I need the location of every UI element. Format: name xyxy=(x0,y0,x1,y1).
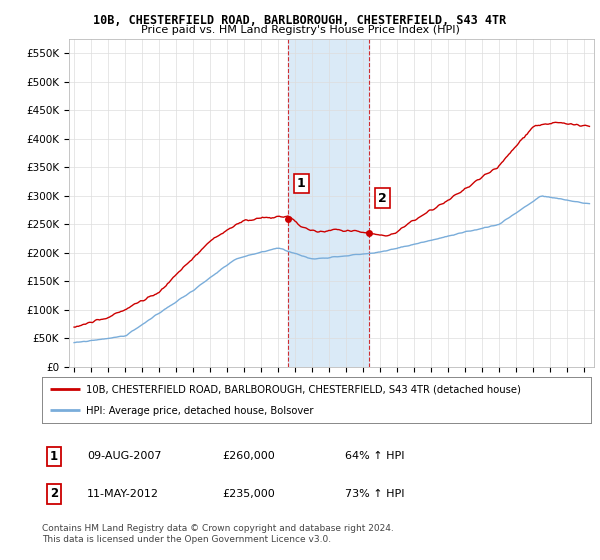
Text: HPI: Average price, detached house, Bolsover: HPI: Average price, detached house, Bols… xyxy=(86,406,313,416)
Text: 10B, CHESTERFIELD ROAD, BARLBOROUGH, CHESTERFIELD, S43 4TR: 10B, CHESTERFIELD ROAD, BARLBOROUGH, CHE… xyxy=(94,14,506,27)
Text: £260,000: £260,000 xyxy=(222,451,275,461)
Text: 73% ↑ HPI: 73% ↑ HPI xyxy=(345,489,404,499)
Text: 10B, CHESTERFIELD ROAD, BARLBOROUGH, CHESTERFIELD, S43 4TR (detached house): 10B, CHESTERFIELD ROAD, BARLBOROUGH, CHE… xyxy=(86,385,521,395)
Text: 11-MAY-2012: 11-MAY-2012 xyxy=(87,489,159,499)
Text: 2: 2 xyxy=(378,192,386,204)
Text: 1: 1 xyxy=(296,178,305,190)
Text: 09-AUG-2007: 09-AUG-2007 xyxy=(87,451,161,461)
Bar xyxy=(288,39,369,367)
Text: 1: 1 xyxy=(50,450,58,463)
Text: 2: 2 xyxy=(50,487,58,501)
Text: £235,000: £235,000 xyxy=(222,489,275,499)
Text: Price paid vs. HM Land Registry's House Price Index (HPI): Price paid vs. HM Land Registry's House … xyxy=(140,25,460,35)
Text: Contains HM Land Registry data © Crown copyright and database right 2024.
This d: Contains HM Land Registry data © Crown c… xyxy=(42,524,394,544)
Text: 64% ↑ HPI: 64% ↑ HPI xyxy=(345,451,404,461)
